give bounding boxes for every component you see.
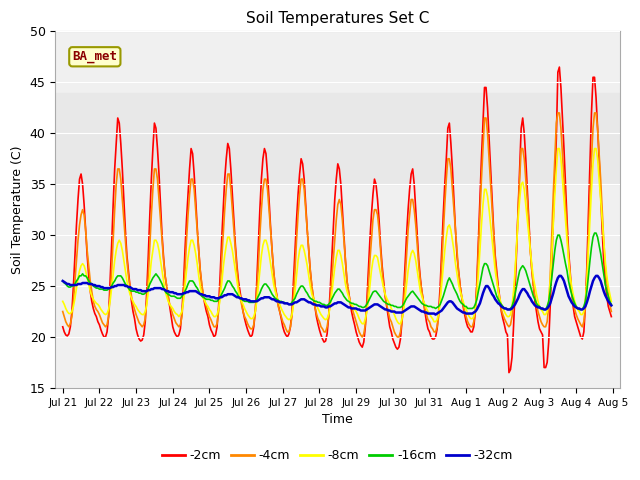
Y-axis label: Soil Temperature (C): Soil Temperature (C) — [11, 145, 24, 274]
Bar — [56, 93, 620, 184]
Text: BA_met: BA_met — [72, 50, 117, 63]
X-axis label: Time: Time — [323, 413, 353, 426]
Title: Soil Temperatures Set C: Soil Temperatures Set C — [246, 11, 429, 26]
Legend: -2cm, -4cm, -8cm, -16cm, -32cm: -2cm, -4cm, -8cm, -16cm, -32cm — [157, 444, 518, 467]
